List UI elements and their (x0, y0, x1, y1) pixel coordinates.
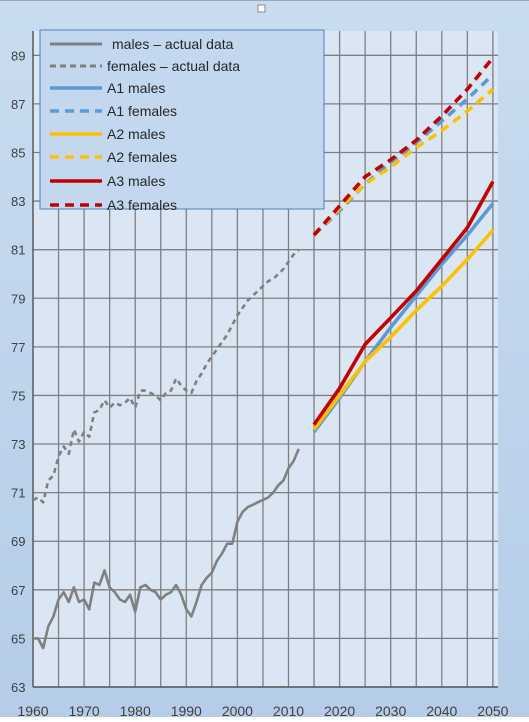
y-tick-label: 69 (11, 534, 25, 549)
series-line-5 (312, 229, 495, 431)
y-tick-label: 67 (11, 583, 25, 598)
y-tick-label: 87 (11, 97, 25, 112)
x-tick-label: 2030 (375, 703, 406, 717)
y-tick-label: 81 (11, 243, 25, 258)
legend-label: A3 males (107, 173, 165, 189)
legend-label: females – actual data (107, 58, 240, 74)
y-tick-label: 73 (11, 437, 25, 452)
x-axis-tick-labels: 1960 1970 1980 1990 2000 2010 2020 2030 2040 2050 (17, 703, 508, 719)
series-line-8 (312, 56, 495, 237)
series-line-1 (33, 448, 300, 650)
x-tick-label: 1990 (171, 703, 202, 717)
y-tick-label: 71 (11, 486, 25, 501)
y-tick-label: 85 (11, 145, 25, 160)
series-lines (32, 56, 495, 650)
series-line-4 (312, 73, 495, 237)
legend-box (39, 29, 325, 210)
legend-label: A2 males (107, 126, 165, 142)
legend-label: A1 males (107, 80, 165, 96)
grid-lines (32, 31, 498, 688)
legend-label: A1 females (107, 103, 177, 119)
legend: males – actual data females – actual data… (39, 29, 325, 213)
y-tick-label: 63 (11, 680, 25, 695)
y-tick-label: 65 (11, 631, 25, 646)
y-tick-label: 77 (11, 340, 25, 355)
series-line-7 (312, 180, 495, 426)
y-tick-label: 75 (11, 388, 25, 403)
resize-handle[interactable] (257, 4, 266, 13)
y-tick-label: 83 (11, 194, 25, 209)
legend-label: A2 females (107, 149, 177, 165)
x-tick-label: 1970 (69, 703, 100, 717)
x-tick-label: 2050 (477, 703, 508, 717)
legend-label: males – actual data (112, 36, 234, 52)
x-tick-label: 2010 (273, 703, 304, 717)
x-tick-label: 1980 (120, 703, 151, 717)
x-tick-label: 2000 (222, 703, 253, 717)
y-tick-label: 79 (11, 291, 25, 306)
x-tick-label: 2020 (324, 703, 355, 717)
y-tick-label: 89 (11, 48, 25, 63)
series-line-2 (32, 248, 300, 504)
x-tick-label: 2040 (426, 703, 457, 717)
y-axis-tick-labels: 63 65 67 69 71 73 75 77 79 81 83 85 87 89 (11, 48, 25, 695)
legend-label: A3 females (107, 197, 177, 213)
x-tick-label: 1960 (17, 703, 48, 717)
